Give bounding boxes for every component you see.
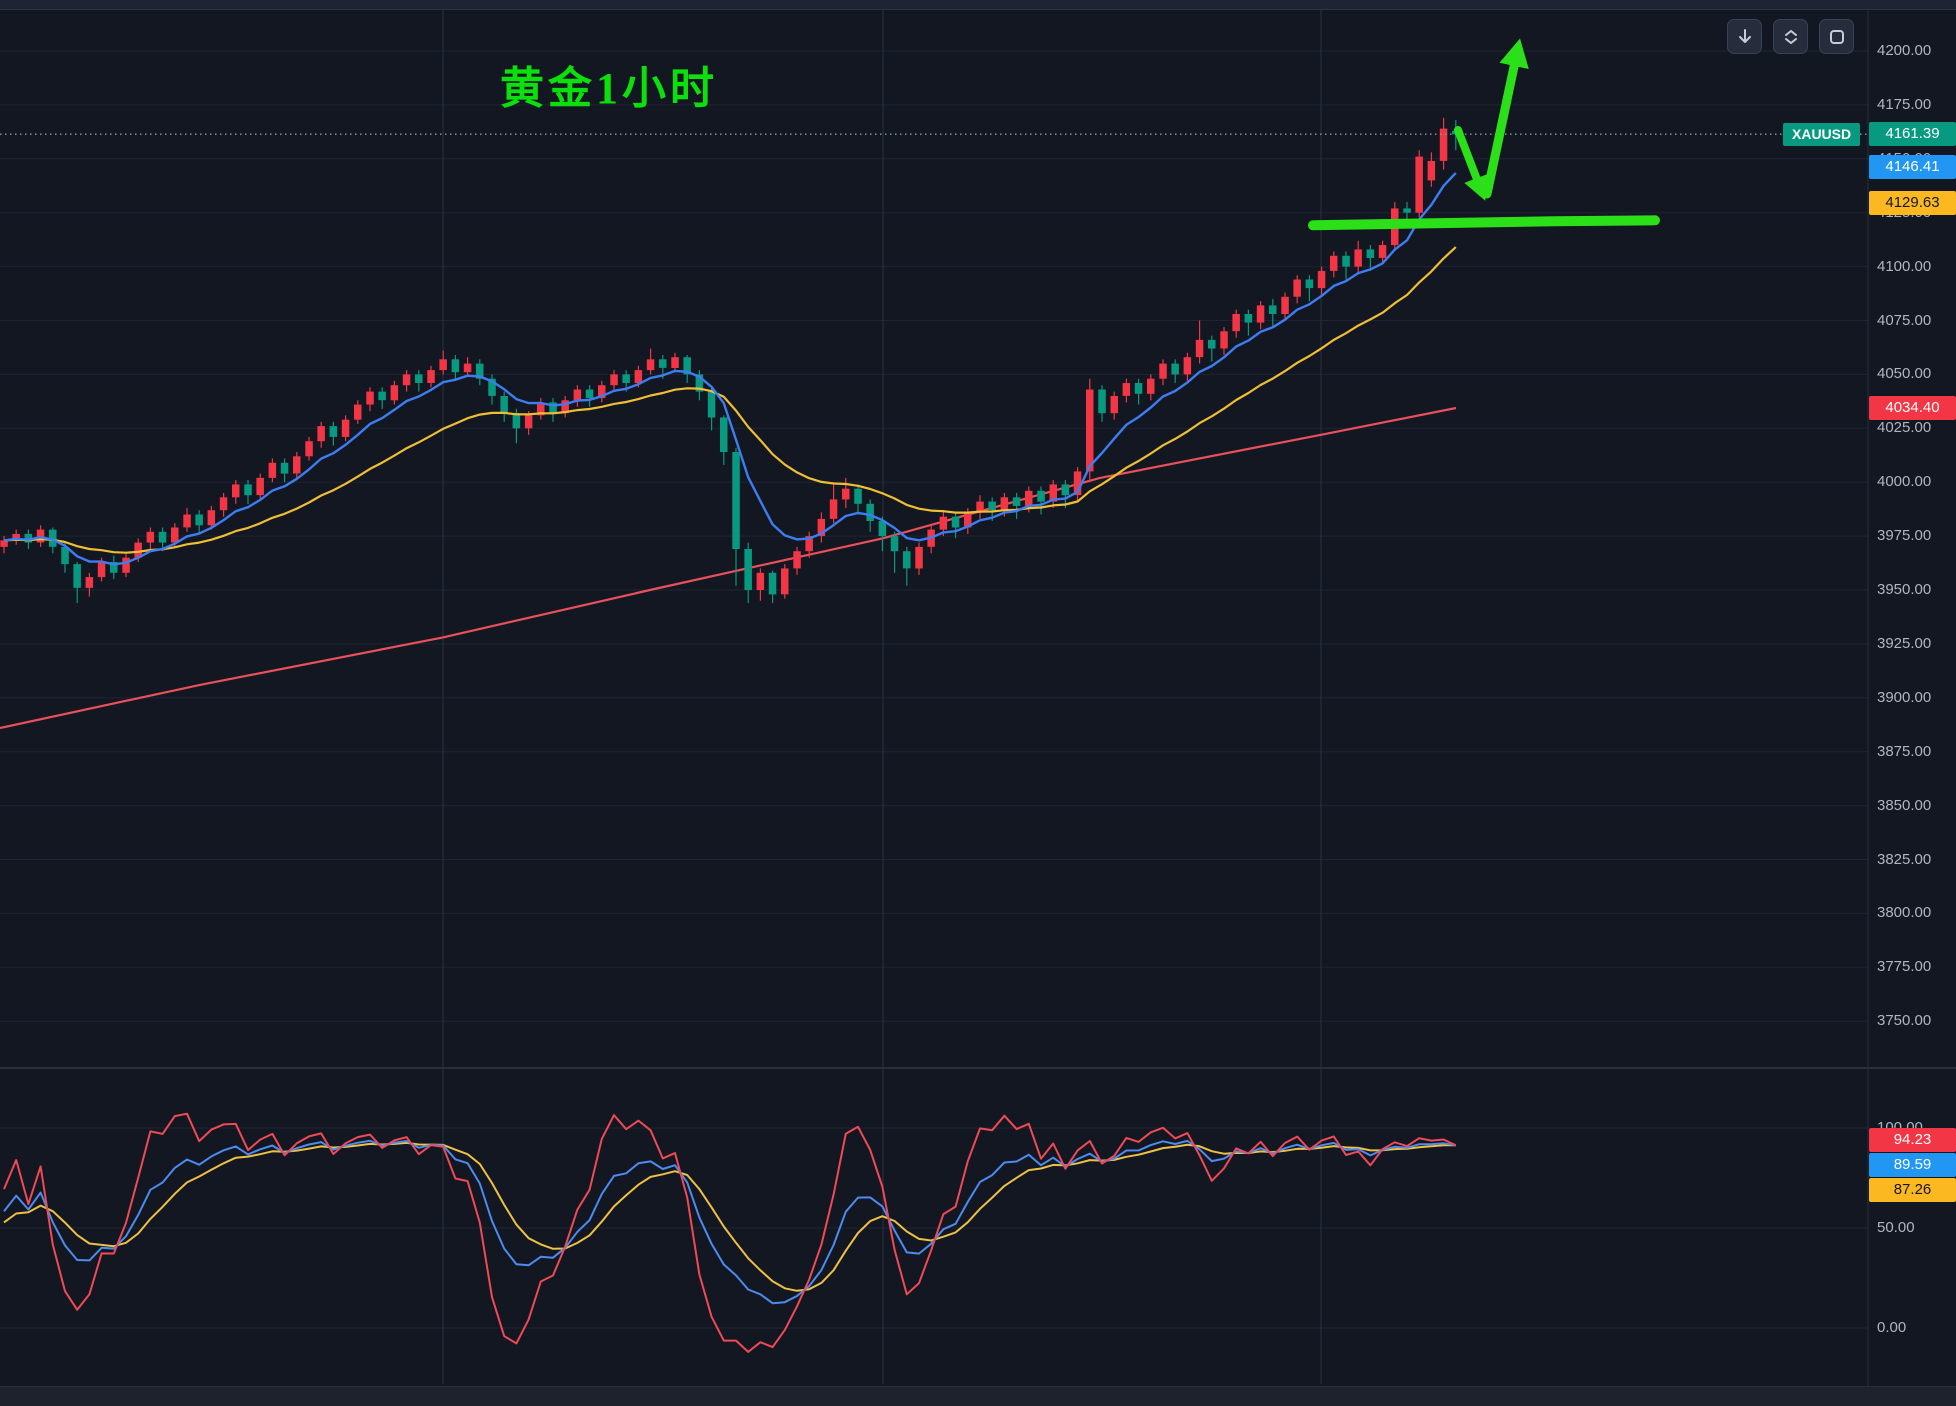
arrow-down-icon	[1738, 28, 1751, 43]
symbol-price-tag: XAUUSD	[1783, 123, 1861, 146]
kdj-d-value-label: 87.26	[1869, 1177, 1956, 1202]
price-tick-label: 3750.00	[1877, 1012, 1932, 1030]
kdj-tick-label: 50.00	[1877, 1219, 1915, 1236]
price-tick-label: 3850.00	[1877, 796, 1932, 814]
price-tick-label: 4175.00	[1877, 95, 1932, 113]
top-edge-strip	[0, 0, 1956, 10]
price-tick-label: 3825.00	[1877, 850, 1932, 868]
price-tick-label: 3975.00	[1877, 527, 1932, 545]
pane-buttons	[1727, 19, 1854, 54]
kdj-indicator	[3, 1112, 1457, 1353]
price-tick-label: 3775.00	[1877, 958, 1932, 976]
kdj-j-value-label: 94.23	[1869, 1127, 1956, 1152]
price-tick-label: 4100.00	[1877, 257, 1932, 275]
maximize-pane-button[interactable]	[1819, 19, 1854, 54]
ma-slow-red-line[interactable]	[0, 406, 1457, 730]
price-tick-label: 4050.00	[1877, 365, 1932, 383]
kdj-j-line[interactable]	[3, 1112, 1457, 1353]
ma-yellow-value-label: 4129.63	[1869, 190, 1956, 215]
price-tick-label: 3875.00	[1877, 742, 1932, 760]
ma-blue-value-label: 4146.41	[1869, 154, 1956, 179]
collapse-chevrons-icon	[1784, 29, 1797, 44]
ma-fast-blue-line[interactable]	[3, 172, 1457, 566]
kdj-k-value-label: 89.59	[1869, 1152, 1956, 1177]
ma-red-value-label: 4034.40	[1869, 396, 1956, 421]
ma-mid-yellow-line[interactable]	[3, 246, 1457, 554]
day-separator-lines	[442, 10, 1322, 1384]
bottom-toolbar	[0, 1386, 1956, 1406]
collapse-pane-button[interactable]	[1773, 19, 1808, 54]
price-tick-label: 3900.00	[1877, 688, 1932, 706]
price-tick-label: 3950.00	[1877, 581, 1932, 598]
support-line-drawing[interactable]	[1308, 215, 1660, 231]
price-tick-label: 3925.00	[1877, 634, 1932, 652]
price-gridlines	[0, 50, 1868, 1329]
kdj-k-line[interactable]	[3, 1139, 1456, 1305]
move-pane-down-button[interactable]	[1727, 19, 1762, 54]
price-tick-label: 3800.00	[1877, 904, 1932, 922]
kdj-d-line[interactable]	[3, 1141, 1456, 1292]
maximize-frame-icon	[1829, 29, 1844, 44]
candles-series	[0, 117, 1460, 603]
hand-drawings	[1308, 38, 1660, 231]
price-tick-label: 4200.00	[1877, 42, 1932, 59]
chart-title-annotation: 黄金1小时	[500, 64, 718, 113]
price-tick-label: 4075.00	[1877, 311, 1932, 329]
last-price-label: 4161.39	[1869, 122, 1956, 147]
kdj-tick-label: 0.00	[1877, 1319, 1907, 1336]
arrow-up-drawing[interactable]	[1482, 38, 1529, 199]
price-tick-label: 4000.00	[1877, 473, 1932, 491]
price-tick-label: 4025.00	[1877, 419, 1932, 437]
